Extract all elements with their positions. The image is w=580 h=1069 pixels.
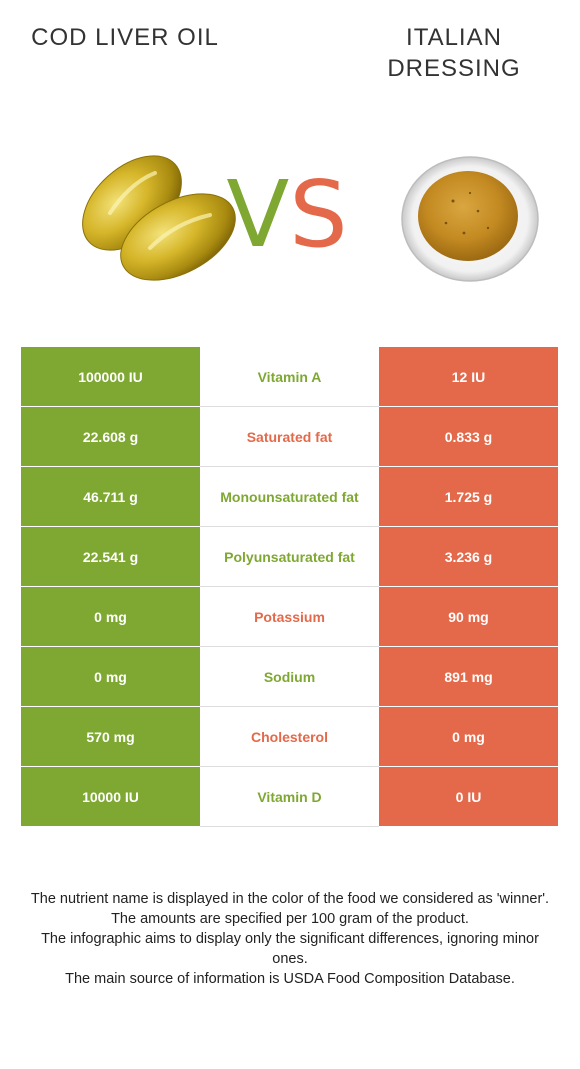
nutrient-name: Vitamin A [200,347,379,407]
table-row: 22.608 g Saturated fat 0.833 g [21,406,558,467]
left-food-value: 10000 IU [21,766,200,827]
versus-label: VS [222,160,352,270]
table-row: 0 mg Sodium 891 mg [21,646,558,707]
left-food-value: 100000 IU [21,347,200,407]
table-row: 0 mg Potassium 90 mg [21,586,558,647]
right-food-value: 0 mg [379,706,558,767]
table-row: 22.541 g Polyunsaturated fat 3.236 g [21,526,558,587]
right-food-value: 0.833 g [379,406,558,467]
right-food-value: 0 IU [379,766,558,827]
italian-dressing-image [401,156,539,282]
right-food-value: 12 IU [379,347,558,407]
nutrient-name: Potassium [200,586,379,647]
dressing-surface [418,171,518,261]
right-food-value: 3.236 g [379,526,558,587]
left-food-value: 570 mg [21,706,200,767]
nutrient-name: Cholesterol [200,706,379,767]
left-food-value: 22.541 g [21,526,200,587]
footnote: The nutrient name is displayed in the co… [30,889,550,989]
comparison-table: 100000 IU Vitamin A 12 IU 22.608 g Saturated… [21,347,558,827]
nutrient-name: Saturated fat [200,406,379,467]
footnote-line: The nutrient name is displayed in the co… [30,891,550,907]
nutrient-name: Vitamin D [200,766,379,827]
vs-letter-v: V [226,161,290,268]
left-food-value: 0 mg [21,646,200,707]
right-food-value: 891 mg [379,646,558,707]
footnote-line: The amounts are specified per 100 gram o… [111,911,469,927]
cod-liver-oil-image [82,155,236,281]
table-row: 570 mg Cholesterol 0 mg [21,706,558,767]
left-food-value: 22.608 g [21,406,200,467]
table-row: 100000 IU Vitamin A 12 IU [21,347,558,407]
footnote-line: The main source of information is USDA F… [65,971,515,987]
nutrient-name: Monounsaturated fat [200,466,379,527]
nutrient-name: Sodium [200,646,379,707]
nutrient-name: Polyunsaturated fat [200,526,379,587]
left-food-title: COD LIVER OIL [31,24,219,51]
left-food-value: 0 mg [21,586,200,647]
footnote-line: The infographic aims to display only the… [41,931,539,967]
right-food-value: 1.725 g [379,466,558,527]
right-food-value: 90 mg [379,586,558,647]
vs-letter-s: S [289,161,348,268]
capsule-front [120,193,236,281]
right-food-title: ITALIAN DRESSING [387,24,521,82]
left-food-value: 46.711 g [21,466,200,527]
table-row: 46.711 g Monounsaturated fat 1.725 g [21,466,558,527]
